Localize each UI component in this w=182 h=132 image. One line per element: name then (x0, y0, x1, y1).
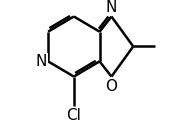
Text: O: O (105, 79, 117, 94)
Text: N: N (35, 54, 47, 69)
Text: N: N (106, 0, 117, 15)
Text: Cl: Cl (66, 108, 81, 123)
